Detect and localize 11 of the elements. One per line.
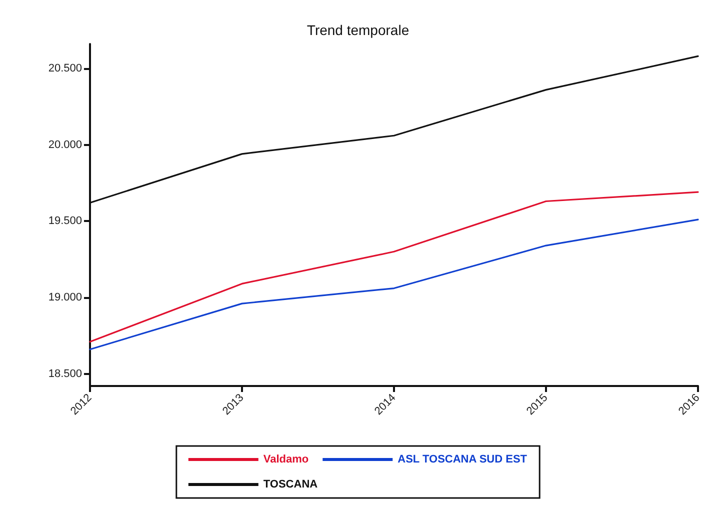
text: Valdamo — [263, 454, 309, 466]
y-tick-label: 18.500 — [48, 368, 82, 380]
line-series — [89, 218, 699, 350]
y-tick-label: 20.500 — [48, 62, 82, 74]
y-tick-label: 20.000 — [48, 138, 82, 151]
chart-title: Trend temporale — [306, 22, 410, 38]
text: ASL TOSCANA SUD EST — [398, 454, 528, 466]
y-tick-label: 19.500 — [48, 215, 82, 228]
line-series — [89, 191, 699, 343]
y-tick-label: 19.000 — [48, 291, 82, 304]
text: TOSCANA — [263, 478, 318, 490]
